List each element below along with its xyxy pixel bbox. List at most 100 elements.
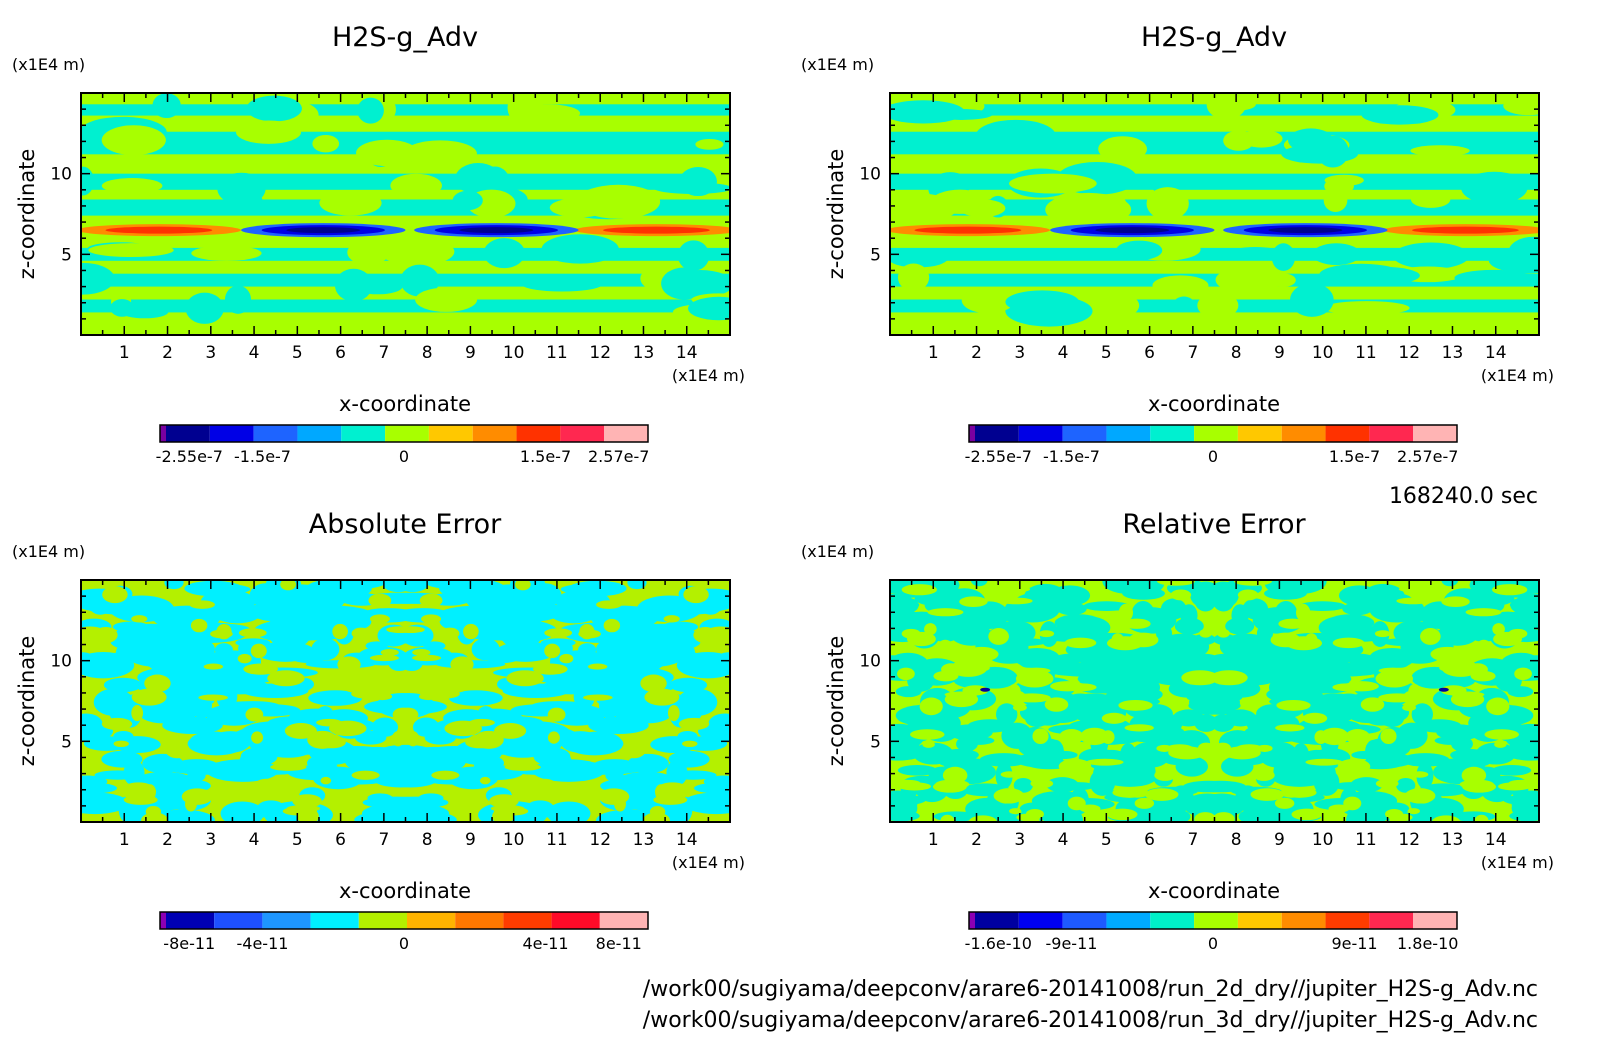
error-patch xyxy=(1068,693,1119,711)
negative-core xyxy=(1095,227,1170,234)
contour-patch xyxy=(1410,145,1470,157)
colorbar-label: 0 xyxy=(399,447,409,466)
x-ticks: 1 2 3 4 5 6 7 8 9 10 11 12 13 14 xyxy=(910,93,1519,363)
error-patch xyxy=(1013,693,1051,703)
error-patch xyxy=(532,663,568,675)
colorbar-segment xyxy=(1325,912,1370,929)
error-patch xyxy=(1342,602,1373,616)
error-patch xyxy=(1175,756,1208,777)
error-patch xyxy=(901,628,921,639)
error-patch xyxy=(395,634,423,644)
error-patch xyxy=(910,729,945,740)
error-patch xyxy=(1210,670,1248,686)
y-ticks: 5 10 xyxy=(859,595,1539,807)
y-ticks: 5 10 xyxy=(50,595,730,807)
contour-patch xyxy=(1223,130,1255,151)
error-patch xyxy=(216,624,232,640)
error-patch xyxy=(668,750,710,768)
error-patch xyxy=(924,623,937,636)
error-patch xyxy=(316,718,343,727)
x-tick-label: 3 xyxy=(205,830,216,850)
panel-2: Absolute Error (x1E4 m) 1 2 3 4 5 6 7 8 9 10 11 12 1… xyxy=(12,509,745,953)
error-patch xyxy=(587,663,608,670)
error-patch xyxy=(144,784,156,801)
error-patch xyxy=(211,733,242,751)
error-patch xyxy=(669,677,708,693)
error-patch xyxy=(1338,585,1380,606)
colorbar-label: 1.5e-7 xyxy=(520,447,571,466)
contour-patch xyxy=(1410,191,1451,208)
colorbar-segment xyxy=(969,912,975,929)
error-patch xyxy=(418,692,438,701)
error-patch xyxy=(1012,704,1027,712)
error-patch xyxy=(345,686,366,693)
colorbar-segment xyxy=(1413,425,1457,442)
error-patch xyxy=(175,759,218,771)
contour-patch xyxy=(88,243,174,258)
error-patch xyxy=(351,770,380,780)
error-patch xyxy=(440,627,460,639)
error-patch xyxy=(1411,771,1429,778)
x-tick-label: 1 xyxy=(928,830,939,850)
panel-title: H2S-g_Adv xyxy=(1141,22,1287,53)
contour-patch xyxy=(101,178,163,194)
error-patch xyxy=(1153,809,1173,822)
colorbar-segment xyxy=(1237,425,1282,442)
x-tick-label: 9 xyxy=(1274,830,1285,850)
error-patch xyxy=(354,812,401,822)
x-ticks: 1 2 3 4 5 6 7 8 9 10 11 12 13 14 xyxy=(910,580,1519,850)
panel-0: H2S-g_Adv (x1E4 m) 1 2 3 4 5 6 7 8 9 10 11 12 13 14 5… xyxy=(12,22,745,466)
x-tick-label: 3 xyxy=(1014,830,1025,850)
contour-patch xyxy=(191,245,262,261)
error-patch xyxy=(1396,597,1430,605)
y-tick-label: 10 xyxy=(50,652,72,672)
error-patch xyxy=(922,741,935,748)
contour-patch xyxy=(1215,266,1283,294)
y-tick-label: 5 xyxy=(870,732,881,752)
colorbar: -2.55e-7 -1.5e-7 0 1.5e-7 2.57e-7 xyxy=(965,424,1458,466)
error-patch xyxy=(992,610,1043,622)
error-patch xyxy=(1459,779,1495,790)
error-patch xyxy=(396,626,425,634)
contour-patch xyxy=(1218,97,1256,111)
error-patch xyxy=(1049,585,1091,606)
error-patch xyxy=(468,718,495,727)
colorbar-frame xyxy=(159,911,649,930)
colorbar-segment xyxy=(1369,425,1414,442)
error-patch xyxy=(292,794,322,808)
y-ticks: 5 10 xyxy=(859,108,1539,320)
error-patch xyxy=(533,747,571,766)
error-patch xyxy=(1256,744,1273,752)
error-patch xyxy=(578,681,625,691)
error-patch xyxy=(351,627,371,639)
colorbar-segment xyxy=(166,425,210,442)
negative-core xyxy=(286,227,361,234)
error-patch xyxy=(1375,669,1414,688)
contour-patch xyxy=(1005,290,1079,314)
error-patch xyxy=(243,663,279,675)
error-patch xyxy=(897,667,915,681)
error-patch xyxy=(897,764,937,776)
colorbar-segment xyxy=(310,912,359,929)
error-patch xyxy=(144,674,171,693)
error-patch xyxy=(1128,632,1159,648)
error-patch xyxy=(1217,628,1230,638)
colorbar-segment xyxy=(253,425,298,442)
x-tick-label: 1 xyxy=(119,830,130,850)
error-patch xyxy=(898,782,932,791)
error-patch xyxy=(1213,633,1237,646)
error-patch xyxy=(547,707,566,722)
error-patch xyxy=(1441,596,1470,608)
error-patch xyxy=(162,716,223,735)
error-patch xyxy=(1305,758,1343,766)
y-unit-label: (x1E4 m) xyxy=(801,55,874,74)
error-patch xyxy=(1284,672,1319,683)
x-tick-label: 7 xyxy=(378,343,389,363)
error-patch xyxy=(270,763,307,771)
error-patch xyxy=(337,656,361,673)
contour-band xyxy=(81,104,730,116)
contour-patch xyxy=(1271,243,1296,271)
error-patch xyxy=(297,808,319,822)
contour-patch xyxy=(1045,192,1132,227)
error-patch xyxy=(1032,728,1049,745)
